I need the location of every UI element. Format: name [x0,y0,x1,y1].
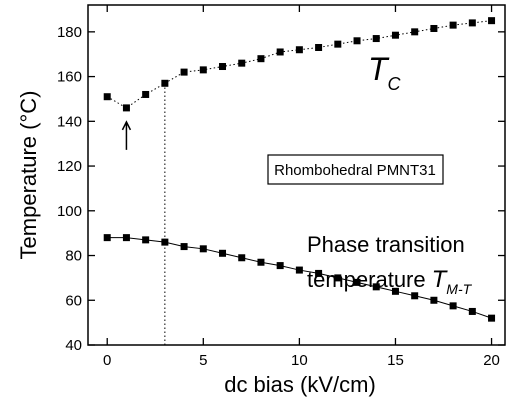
data-point [334,40,342,48]
data-point [180,68,188,76]
data-point [315,269,323,277]
data-point [334,274,342,282]
data-point [103,234,111,242]
y-tick-label: 120 [57,158,82,175]
y-tick-label: 140 [57,113,82,130]
x-tick-label: 20 [483,352,500,369]
data-point [372,283,380,291]
y-tick-label: 100 [57,203,82,220]
label-box [267,154,444,185]
data-point [353,278,361,286]
data-point [122,104,130,112]
data-point [219,249,227,257]
data-point [468,19,476,27]
y-axis-label: Temperature (°C) [16,91,41,260]
tc-label: TC [368,51,402,94]
data-point [199,66,207,74]
data-point [142,90,150,98]
x-tick-label: 0 [103,352,111,369]
y-tick-label: 80 [65,248,82,265]
data-point [315,44,323,51]
data-point [122,234,130,242]
x-tick-label: 15 [387,352,404,369]
data-point [353,37,361,45]
data-point [103,93,111,101]
data-point [238,59,246,67]
data-point [295,266,303,274]
data-point [276,48,284,56]
data-point [142,236,150,244]
data-point [276,262,284,270]
data-point [430,296,438,304]
data-point [180,243,188,251]
data-point [391,287,399,295]
data-point [488,314,496,322]
data-point [488,17,496,25]
data-point [161,238,169,246]
data-point [199,245,207,253]
data-point [449,302,457,310]
data-point [411,28,419,36]
plot-frame [87,4,506,346]
data-point [391,31,399,39]
data-point [238,254,246,262]
x-tick-label: 5 [199,352,207,369]
box-label: Rhombohedral PMNT31 [274,162,436,179]
data-point [257,55,265,63]
data-point [430,24,438,32]
y-tick-label: 40 [65,337,82,354]
y-tick-label: 180 [57,24,82,41]
data-point [161,79,169,87]
data-point [372,35,380,43]
tmt-label-line1: Phase transition [307,232,465,257]
y-tick-label: 160 [57,69,82,86]
data-point [411,292,419,300]
data-point [468,307,476,315]
y-tick-label: 60 [65,292,82,309]
data-point [257,258,265,266]
data-point [219,63,227,71]
series-line [106,20,492,109]
data-point [449,21,457,29]
arrow [121,120,132,150]
x-tick-label: 10 [291,352,308,369]
tmt-label-line2: temperature TM-T [307,266,473,297]
x-axis-label: dc bias (kV/cm) [224,372,376,397]
data-point [295,46,303,54]
